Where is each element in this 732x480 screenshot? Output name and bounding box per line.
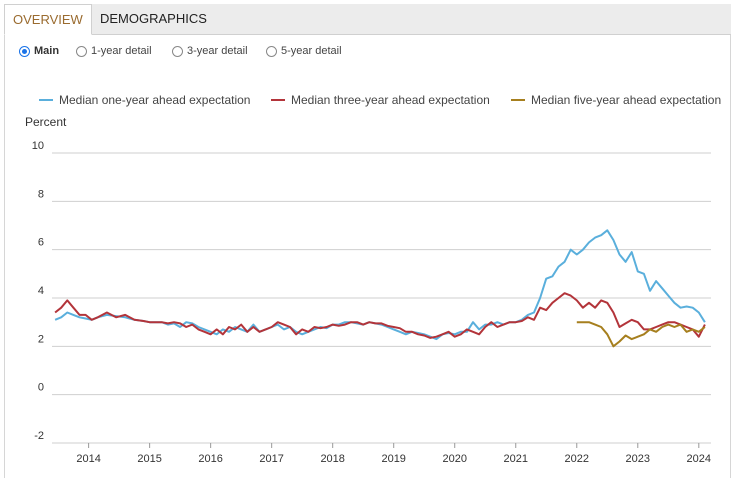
- legend-item-one-year[interactable]: Median one-year ahead expectation: [39, 93, 250, 109]
- series-line-three-year: [54, 292, 706, 339]
- y-tick-label: 8: [38, 188, 44, 200]
- radio-unselected-icon: [266, 46, 277, 57]
- radio-unselected-icon: [172, 46, 183, 57]
- y-tick-label: 0: [38, 382, 44, 394]
- radio-1-year-label: 1-year detail: [91, 45, 152, 57]
- y-axis-label: Percent: [25, 115, 67, 129]
- radio-3-year-label: 3-year detail: [187, 45, 248, 57]
- radio-selected-icon: [19, 46, 30, 57]
- y-tick-label: 2: [38, 333, 44, 345]
- radio-unselected-icon: [76, 46, 87, 57]
- x-tick-label: 2022: [565, 453, 589, 465]
- x-tick-label: 2018: [320, 453, 344, 465]
- legend-swatch-one-year: [39, 99, 53, 101]
- legend-label-five-year: Median five-year ahead expectation: [531, 93, 722, 107]
- x-tick-label: 2020: [442, 453, 466, 465]
- x-tick-label: 2024: [687, 453, 711, 465]
- tab-demographics[interactable]: DEMOGRAPHICS: [100, 11, 207, 26]
- tab-overview[interactable]: OVERVIEW: [4, 4, 92, 35]
- legend-label-one-year: Median one-year ahead expectation: [59, 93, 251, 107]
- y-tick-label: 6: [38, 237, 44, 249]
- series-line-five-year: [576, 321, 706, 348]
- radio-5-year-label: 5-year detail: [281, 45, 342, 57]
- x-tick-label: 2019: [381, 453, 405, 465]
- radio-3-year-detail[interactable]: 3-year detail: [172, 45, 248, 57]
- legend-swatch-three-year: [271, 99, 285, 101]
- radio-main-label: Main: [34, 45, 60, 57]
- x-tick-label: 2017: [259, 453, 283, 465]
- widget-frame: [4, 4, 731, 478]
- legend-item-five-year[interactable]: Median five-year ahead expectation: [511, 93, 721, 109]
- radio-main[interactable]: Main: [19, 45, 59, 57]
- radio-1-year-detail[interactable]: 1-year detail: [76, 45, 152, 57]
- x-tick-label: 2016: [198, 453, 222, 465]
- x-tick-label: 2023: [626, 453, 650, 465]
- y-tick-label: -2: [34, 430, 44, 442]
- legend-item-three-year[interactable]: Median three-year ahead expectation: [271, 93, 490, 109]
- x-tick-label: 2014: [76, 453, 100, 465]
- legend-swatch-five-year: [511, 99, 525, 101]
- y-tick-label: 4: [38, 285, 44, 297]
- legend-label-three-year: Median three-year ahead expectation: [291, 93, 490, 107]
- x-tick-label: 2021: [503, 453, 527, 465]
- series-line-one-year: [54, 229, 706, 341]
- y-tick-label: 10: [32, 140, 44, 152]
- x-tick-label: 2015: [137, 453, 161, 465]
- radio-5-year-detail[interactable]: 5-year detail: [266, 45, 342, 57]
- tab-bar: OVERVIEW DEMOGRAPHICS: [4, 4, 731, 35]
